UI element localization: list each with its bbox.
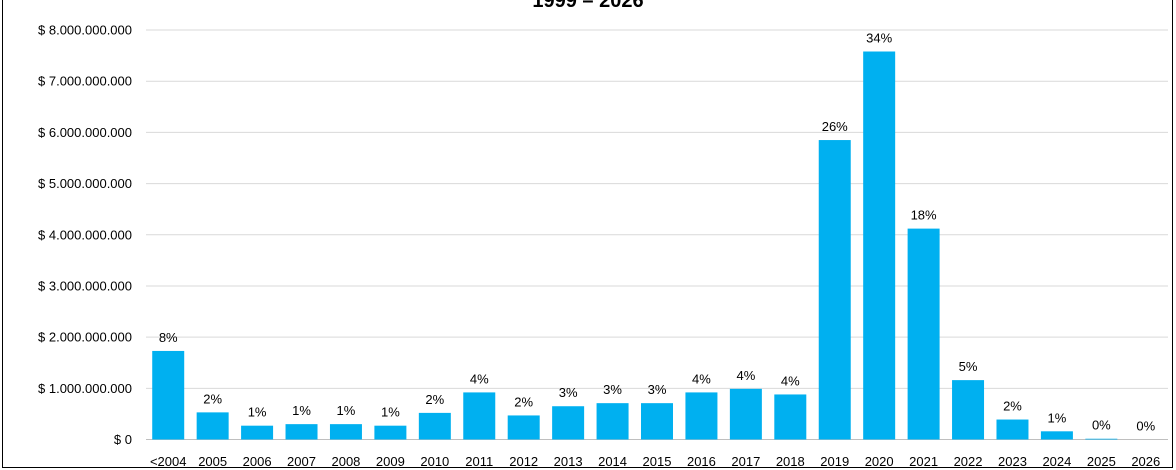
bar — [329, 424, 362, 440]
data-label: 3% — [559, 385, 578, 400]
x-tick-label: 2006 — [243, 454, 272, 469]
y-tick-label: $ 5.000.000.000 — [38, 176, 132, 191]
y-tick-label: $ 2.000.000.000 — [38, 330, 132, 345]
x-tick-label: <2004 — [150, 454, 187, 469]
bar — [996, 419, 1029, 440]
x-tick-label: 2016 — [687, 454, 716, 469]
y-tick-label: $ 1.000.000.000 — [38, 381, 132, 396]
x-tick-label: 2021 — [909, 454, 938, 469]
x-tick-label: 2007 — [287, 454, 316, 469]
data-label: 1% — [292, 403, 311, 418]
data-label: 34% — [866, 30, 892, 45]
x-tick-label: 2022 — [954, 454, 983, 469]
x-tick-label: 2008 — [331, 454, 360, 469]
x-tick-label: 2014 — [598, 454, 627, 469]
data-label: 4% — [736, 368, 755, 383]
bar — [1040, 431, 1073, 440]
x-tick-label: 2019 — [820, 454, 849, 469]
data-label: 0% — [1092, 418, 1111, 433]
data-label: 3% — [648, 382, 667, 397]
bar — [685, 392, 718, 440]
bar — [952, 380, 985, 440]
data-label: 2% — [203, 391, 222, 406]
x-tick-label: 2026 — [1131, 454, 1160, 469]
x-tick-label: 2017 — [731, 454, 760, 469]
bar — [241, 425, 274, 440]
data-label: 4% — [692, 371, 711, 386]
bar — [641, 403, 673, 440]
bar — [863, 51, 896, 440]
data-label: 3% — [603, 382, 622, 397]
x-tick-label: 2010 — [420, 454, 449, 469]
data-label: 18% — [911, 208, 937, 223]
data-label: 5% — [959, 359, 978, 374]
data-label: 1% — [1048, 410, 1067, 425]
x-tick-label: 2025 — [1087, 454, 1116, 469]
bar — [374, 425, 407, 440]
data-label: 2% — [1003, 399, 1022, 414]
x-tick-label: 2005 — [198, 454, 227, 469]
x-tick-label: 2018 — [776, 454, 805, 469]
data-label: 1% — [381, 405, 400, 420]
bar — [152, 350, 185, 440]
x-tick-label: 2015 — [643, 454, 672, 469]
x-tick-label: 2011 — [465, 454, 493, 469]
data-label: 1% — [248, 405, 267, 420]
bar — [729, 388, 762, 440]
x-tick-label: 2012 — [509, 454, 538, 469]
bar — [1085, 438, 1118, 440]
x-tick-label: 2009 — [376, 454, 405, 469]
y-tick-label: $ 3.000.000.000 — [38, 278, 132, 293]
data-label: 8% — [159, 330, 178, 345]
data-label: 4% — [470, 371, 489, 386]
data-label: 4% — [781, 373, 800, 388]
data-label: 2% — [514, 394, 533, 409]
bar — [196, 412, 229, 440]
y-tick-label: $ 7.000.000.000 — [38, 74, 132, 89]
y-tick-label: $ 0 — [114, 432, 132, 447]
x-tick-label: 2023 — [998, 454, 1027, 469]
bar — [463, 392, 496, 440]
data-label: 26% — [822, 119, 848, 134]
bar — [507, 415, 540, 440]
data-label: 2% — [425, 392, 444, 407]
bar — [907, 228, 940, 440]
data-label: 0% — [1136, 419, 1155, 434]
data-label: 1% — [337, 403, 356, 418]
bar — [285, 424, 318, 440]
x-tick-label: 2024 — [1042, 454, 1071, 469]
x-tick-label: 2020 — [865, 454, 894, 469]
bar — [818, 140, 851, 440]
y-tick-label: $ 8.000.000.000 — [38, 23, 132, 38]
bar — [418, 412, 451, 440]
y-tick-label: $ 4.000.000.000 — [38, 227, 132, 242]
x-tick-label: 2013 — [554, 454, 583, 469]
bar — [552, 406, 585, 440]
y-tick-label: $ 6.000.000.000 — [38, 125, 132, 140]
chart-title: 1999 – 2026 — [532, 0, 644, 12]
bar — [596, 403, 629, 440]
bar — [774, 394, 807, 440]
